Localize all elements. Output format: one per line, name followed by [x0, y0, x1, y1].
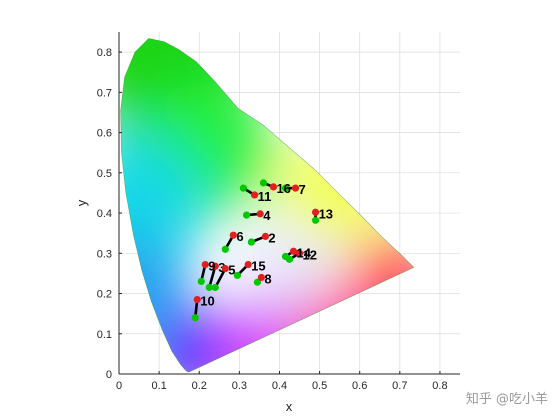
point-pair-4: 4: [242, 208, 271, 223]
start-point: [242, 211, 251, 219]
start-point: [211, 283, 219, 292]
y-tick-label: 0.8: [97, 47, 112, 59]
start-point: [259, 179, 268, 187]
y-tick-label: 0.3: [97, 248, 112, 260]
point-pair-5: 5: [211, 263, 236, 292]
point-label: 16: [276, 181, 290, 196]
point-label: 13: [319, 206, 333, 221]
point-pair-13: 13: [311, 206, 333, 224]
point-label: 10: [200, 294, 214, 309]
end-point: [193, 295, 201, 304]
axes: 0 0.1 0.2 0.3 0.4 0.5 0.6 0.7 0.8 00.10.20.30.40…: [97, 32, 460, 392]
end-point: [295, 249, 304, 257]
end-point: [229, 231, 237, 239]
start-point: [281, 252, 290, 261]
point-pair-7: 7: [281, 182, 306, 197]
end-point: [221, 264, 229, 273]
end-point: [257, 273, 266, 282]
start-point: [233, 271, 241, 280]
x-tick-label: 0.2: [192, 380, 207, 392]
start-point: [311, 216, 320, 224]
x-tick-label: 0.4: [272, 380, 287, 392]
point-label: 4: [263, 208, 271, 223]
end-point: [289, 247, 298, 255]
point-pair-14: 14: [281, 245, 312, 261]
start-point: [191, 314, 199, 322]
start-point: [239, 184, 247, 192]
point-pair-12: 12: [285, 247, 317, 263]
y-ticks: 0 0.1 0.2 0.3 0.4 0.5 0.6 0.7 0.8: [97, 47, 122, 381]
point-pair-2: 2: [247, 230, 276, 246]
x-tick-label: 0.1: [151, 380, 166, 392]
point-label: 7: [299, 182, 306, 197]
y-tick-label: 0.5: [97, 168, 112, 180]
x-tick-label: 0.6: [352, 380, 367, 392]
x-tick-label: 0.5: [312, 380, 327, 392]
y-tick-label: 0: [106, 369, 112, 381]
end-point: [244, 260, 252, 269]
y-axis-label: y: [74, 199, 89, 206]
x-tick-label: 0: [116, 380, 122, 392]
point-pair-10: 10: [191, 294, 215, 322]
shift-line: [208, 265, 217, 288]
point-label: 11: [258, 189, 272, 204]
point-pair-9: 9: [197, 259, 215, 286]
y-tick-label: 0.1: [97, 329, 112, 341]
x-ticks: 0 0.1 0.2 0.3 0.4 0.5 0.6 0.7 0.8: [116, 371, 448, 392]
point-label: 2: [268, 230, 275, 245]
point-pair-8: 8: [253, 271, 272, 286]
y-tick-label: 0.7: [97, 87, 112, 99]
point-pair-15: 15: [233, 259, 266, 280]
end-point: [250, 191, 259, 199]
watermark: 知乎 @吃小羊: [466, 391, 548, 407]
start-point: [281, 184, 290, 192]
point-pair-6: 6: [221, 229, 244, 253]
start-point: [221, 245, 229, 253]
point-label: 5: [228, 263, 235, 278]
y-tick-label: 0.4: [97, 208, 112, 220]
start-point: [205, 283, 213, 292]
point-pair-16: 16: [259, 179, 291, 196]
point-label: 15: [251, 259, 265, 274]
end-point: [211, 262, 219, 270]
y-tick-label: 0.6: [97, 128, 112, 140]
point-label: 9: [208, 259, 215, 274]
end-point: [201, 260, 209, 269]
point-label: 12: [303, 247, 317, 262]
x-axis-label: x: [286, 399, 293, 414]
end-point: [256, 210, 264, 218]
start-point: [253, 278, 262, 286]
point-label: 6: [236, 229, 243, 244]
x-tick-label: 0.7: [392, 380, 407, 392]
point-series: 2345678910111213141516: [191, 179, 333, 322]
start-point: [247, 238, 255, 246]
point-label: 8: [264, 271, 271, 286]
end-point: [261, 232, 270, 240]
start-point: [197, 277, 205, 286]
x-tick-label: 0.8: [432, 380, 447, 392]
point-label: 14: [297, 245, 312, 260]
x-tick-label: 0.3: [232, 380, 247, 392]
end-point: [269, 183, 278, 191]
y-tick-label: 0.2: [97, 289, 112, 301]
end-point: [291, 184, 300, 192]
point-pair-11: 11: [239, 184, 272, 204]
end-point: [311, 208, 320, 216]
